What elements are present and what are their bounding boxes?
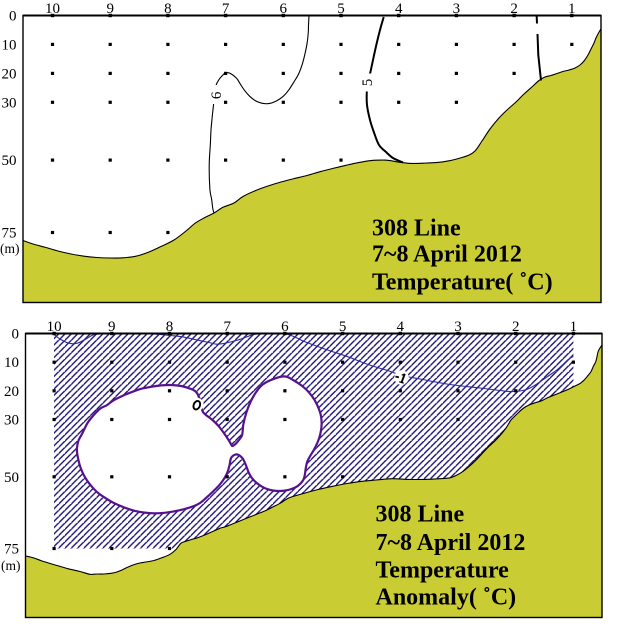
svg-text:10: 10: [45, 1, 60, 17]
svg-text:1: 1: [568, 1, 576, 17]
svg-text:10: 10: [47, 319, 62, 335]
svg-text:5: 5: [360, 79, 376, 87]
svg-text:3: 3: [453, 1, 461, 17]
svg-text:3: 3: [454, 319, 462, 335]
svg-text:2: 2: [510, 1, 518, 17]
svg-text:8: 8: [164, 1, 172, 17]
svg-text:9: 9: [106, 1, 114, 17]
svg-text:10: 10: [2, 37, 17, 53]
svg-text:50: 50: [2, 153, 17, 169]
svg-text:75: 75: [2, 226, 17, 242]
svg-text:7: 7: [222, 1, 230, 17]
svg-text:75: 75: [4, 542, 19, 558]
svg-text:7: 7: [223, 319, 231, 335]
svg-text:6: 6: [281, 319, 289, 335]
svg-text:(m): (m): [1, 558, 21, 573]
svg-text:6: 6: [209, 91, 225, 99]
svg-text:308 Line: 308 Line: [376, 502, 465, 528]
svg-text:Temperature( ˚C): Temperature( ˚C): [372, 270, 553, 296]
svg-text:0: 0: [12, 327, 20, 343]
svg-text:7~8 April 2012: 7~8 April 2012: [372, 242, 522, 268]
svg-text:7~8 April 2012: 7~8 April 2012: [376, 530, 526, 556]
svg-text:10: 10: [4, 355, 19, 371]
svg-text:5: 5: [339, 319, 347, 335]
svg-text:5: 5: [337, 1, 345, 17]
svg-text:0: 0: [9, 9, 17, 25]
svg-text:308 Line: 308 Line: [372, 216, 461, 242]
svg-text:30: 30: [2, 95, 17, 111]
svg-text:30: 30: [4, 413, 19, 429]
svg-text:9: 9: [108, 319, 116, 335]
svg-text:Temperature: Temperature: [376, 558, 510, 584]
svg-text:50: 50: [4, 470, 19, 486]
svg-text:6: 6: [280, 1, 288, 17]
svg-text:2: 2: [512, 319, 520, 335]
svg-text:4: 4: [397, 319, 405, 335]
svg-text:Anomaly( ˚C): Anomaly( ˚C): [376, 585, 517, 611]
svg-text:(m): (m): [0, 241, 20, 256]
svg-text:20: 20: [4, 384, 19, 400]
svg-text:8: 8: [166, 319, 174, 335]
svg-text:20: 20: [2, 66, 17, 82]
svg-text:1: 1: [570, 319, 578, 335]
svg-text:4: 4: [395, 1, 403, 17]
